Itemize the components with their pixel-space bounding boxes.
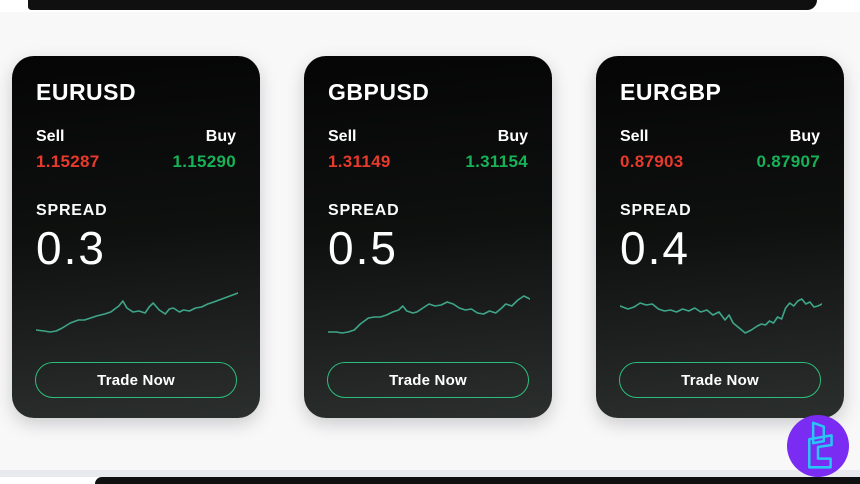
buy-price: 1.15290	[172, 152, 236, 171]
instrument-symbol: EURGBP	[620, 79, 722, 105]
sell-price: 1.31149	[328, 152, 391, 171]
brand-logo[interactable]	[787, 415, 849, 477]
price-card-eurgbp: EURGBP Sell Buy 0.87903 0.87907 SPREAD 0…	[596, 56, 844, 418]
sell-label: Sell	[36, 128, 65, 145]
spread-value: 0.3	[36, 222, 106, 274]
price-sparkline	[328, 290, 530, 336]
sell-price: 1.15287	[36, 152, 100, 171]
price-card-eurusd: EURUSD Sell Buy 1.15287 1.15290 SPREAD 0…	[12, 56, 260, 418]
bottom-dark-edge-bar	[95, 477, 860, 484]
spread-label: SPREAD	[36, 202, 108, 219]
spread-value: 0.5	[328, 222, 398, 274]
buy-price: 1.31154	[465, 152, 528, 171]
trade-now-button[interactable]: Trade Now	[35, 362, 237, 398]
trade-now-button[interactable]: Trade Now	[619, 362, 821, 398]
buy-price: 0.87907	[756, 152, 820, 171]
spread-label: SPREAD	[328, 202, 400, 219]
spread-value: 0.4	[620, 222, 690, 274]
buy-label: Buy	[789, 128, 820, 145]
price-sparkline	[620, 290, 822, 336]
instrument-symbol: EURUSD	[36, 79, 137, 105]
sell-label: Sell	[620, 128, 649, 145]
bottom-section-divider	[0, 470, 860, 477]
trade-now-button[interactable]: Trade Now	[327, 362, 529, 398]
instrument-symbol: GBPUSD	[328, 79, 430, 105]
buy-label: Buy	[497, 128, 528, 145]
price-sparkline	[36, 290, 238, 336]
buy-label: Buy	[205, 128, 236, 145]
instrument-cards-row: EURUSD Sell Buy 1.15287 1.15290 SPREAD 0…	[12, 56, 844, 418]
sell-label: Sell	[328, 128, 357, 145]
brand-logo-icon	[808, 421, 833, 469]
top-dark-edge-bar	[28, 0, 817, 10]
sell-price: 0.87903	[620, 152, 684, 171]
price-card-gbpusd: GBPUSD Sell Buy 1.31149 1.31154 SPREAD 0…	[304, 56, 552, 418]
spread-label: SPREAD	[620, 202, 692, 219]
